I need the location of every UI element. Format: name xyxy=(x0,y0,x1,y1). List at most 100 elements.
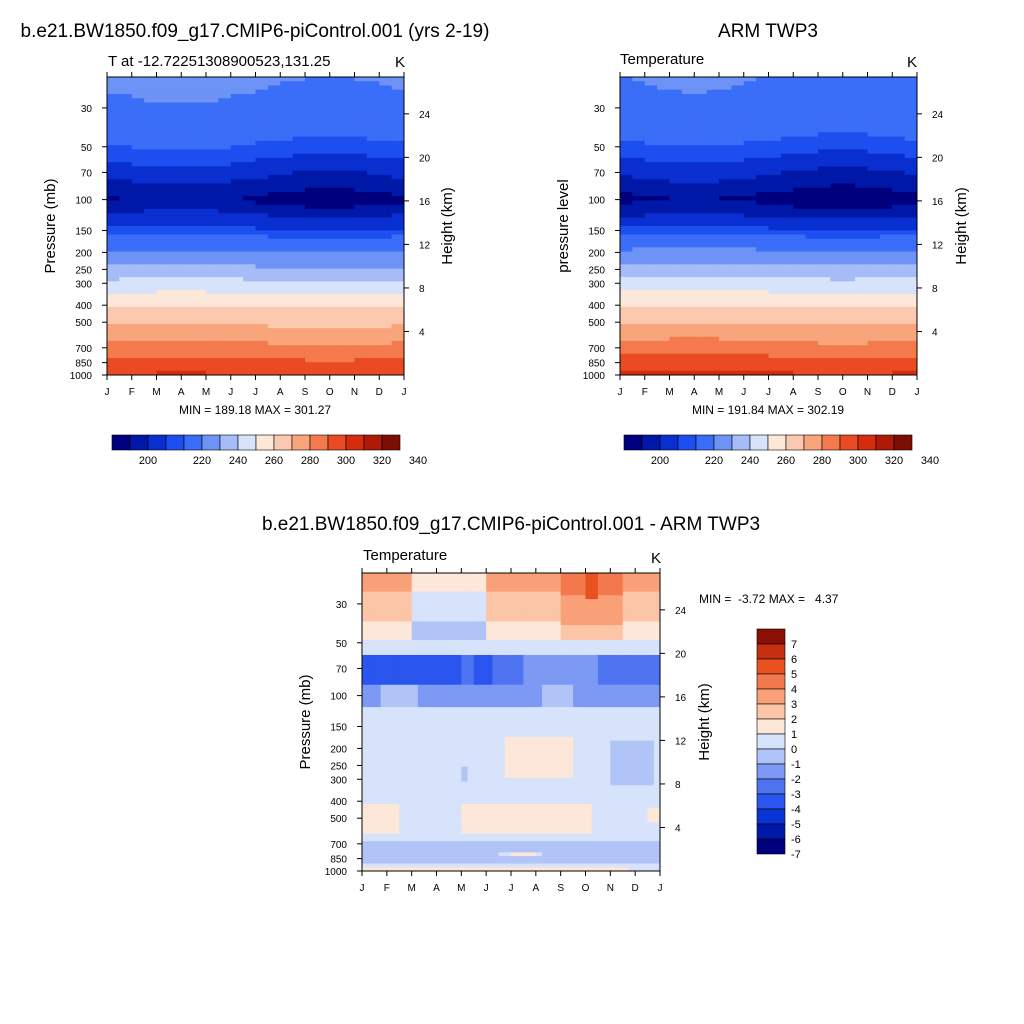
contour-cell xyxy=(653,621,660,626)
contour-cell xyxy=(479,651,487,656)
contour-cell xyxy=(193,149,207,155)
contour-cell xyxy=(867,149,881,155)
contour-cell xyxy=(731,136,745,142)
contour-cell xyxy=(681,311,695,316)
contour-cell xyxy=(131,311,145,316)
contour-cell xyxy=(467,573,475,578)
contour-cell xyxy=(842,357,856,363)
contour-cell xyxy=(830,306,844,312)
contour-cell xyxy=(756,140,770,146)
contour-cell xyxy=(280,200,294,206)
contour-cell xyxy=(193,89,207,95)
contour-cell xyxy=(830,111,844,116)
contour-cell xyxy=(405,666,413,671)
contour-cell xyxy=(867,191,881,197)
colorbar-label: 240 xyxy=(229,455,247,467)
contour-cell xyxy=(641,576,649,582)
contour-cell xyxy=(280,340,294,346)
contour-cell xyxy=(168,221,182,227)
contour-cell xyxy=(379,243,393,248)
contour-cell xyxy=(597,640,605,645)
contour-cell xyxy=(193,132,207,138)
contour-cell xyxy=(706,362,720,368)
contour-cell xyxy=(731,77,745,82)
contour-cell xyxy=(393,647,400,652)
contour-cell xyxy=(756,370,770,375)
contour-cell xyxy=(380,636,388,641)
contour-cell xyxy=(317,136,331,142)
contour-cell xyxy=(391,366,404,372)
contour-cell xyxy=(467,576,475,582)
contour-cell xyxy=(768,191,782,197)
contour-cell xyxy=(305,136,318,142)
contour-cell xyxy=(424,669,431,675)
contour-cell xyxy=(535,658,543,663)
contour-cell xyxy=(855,336,869,342)
x-tick-label: J xyxy=(741,387,746,398)
contour-cell xyxy=(644,106,658,112)
contour-cell xyxy=(317,102,331,108)
contour-cell xyxy=(354,336,368,342)
contour-cell xyxy=(731,247,745,253)
contour-cell xyxy=(379,94,393,99)
contour-cell xyxy=(386,632,394,637)
contour-cell xyxy=(317,264,331,270)
contour-cell xyxy=(597,602,605,608)
contour-cell xyxy=(267,102,281,108)
contour-cell xyxy=(206,243,219,248)
contour-cell xyxy=(181,221,195,227)
contour-cell xyxy=(641,669,649,675)
contour-cell xyxy=(756,226,770,231)
contour-cell xyxy=(620,285,633,291)
contour-cell xyxy=(628,625,636,630)
contour-cell xyxy=(818,353,831,359)
contour-cell xyxy=(368,613,376,619)
contour-cell xyxy=(719,357,732,363)
contour-cell xyxy=(305,77,318,82)
contour-cell xyxy=(719,102,732,108)
contour-cell xyxy=(768,277,782,282)
contour-cell xyxy=(380,673,388,678)
contour-cell xyxy=(892,230,906,236)
contour-cell xyxy=(756,328,770,334)
contour-cell xyxy=(768,123,782,129)
contour-cell xyxy=(719,119,732,125)
contour-cell xyxy=(119,179,133,185)
contour-cell xyxy=(669,149,683,155)
contour-cell xyxy=(181,277,195,282)
colorbar-swatch xyxy=(255,434,275,451)
contour-cell xyxy=(366,89,380,95)
contour-cell xyxy=(719,187,732,193)
contour-cell xyxy=(743,140,757,146)
contour-cell xyxy=(731,204,745,210)
contour-cell xyxy=(542,610,549,615)
contour-cell xyxy=(144,208,158,214)
contour-cell xyxy=(632,349,646,355)
contour-cell xyxy=(731,191,745,197)
panel-model-colorbar: 200 220 240 260 280 300 320 340 xyxy=(111,434,427,467)
contour-cell xyxy=(342,145,356,150)
contour-cell xyxy=(842,136,856,142)
contour-cell xyxy=(548,599,556,604)
contour-cell xyxy=(411,658,419,663)
contour-cell xyxy=(892,149,906,155)
contour-cell xyxy=(867,123,881,129)
contour-cell xyxy=(904,145,917,150)
panel-obs-units: K xyxy=(907,54,917,71)
contour-cell xyxy=(366,170,380,176)
contour-cell xyxy=(597,580,605,585)
contour-cell xyxy=(731,213,745,219)
contour-cell xyxy=(892,132,906,138)
contour-cell xyxy=(780,221,794,227)
contour-cell xyxy=(243,298,257,304)
contour-cell xyxy=(517,625,525,630)
contour-cell xyxy=(780,204,794,210)
contour-cell xyxy=(354,157,368,163)
contour-cell xyxy=(560,666,568,671)
contour-cell xyxy=(156,170,170,176)
contour-cell xyxy=(366,315,380,321)
contour-cell xyxy=(548,662,556,667)
contour-cell xyxy=(523,643,531,649)
contour-cell xyxy=(366,145,380,150)
contour-cell xyxy=(374,640,382,645)
